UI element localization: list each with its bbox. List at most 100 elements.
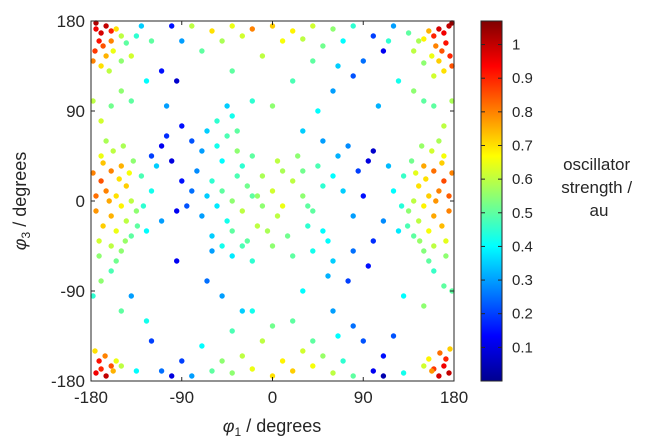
data-point — [370, 238, 376, 244]
data-point — [290, 253, 296, 259]
data-point — [431, 243, 437, 249]
data-point — [443, 356, 449, 362]
data-point — [209, 28, 215, 34]
data-point — [120, 143, 127, 149]
data-point — [174, 258, 180, 264]
data-point — [398, 203, 405, 209]
y-axis-ticks: -180 -90 0 90 180 — [51, 12, 454, 391]
data-point — [421, 60, 427, 66]
data-point — [279, 168, 286, 174]
data-point — [244, 183, 250, 189]
data-point — [395, 228, 402, 234]
data-point — [305, 203, 311, 209]
data-point — [179, 178, 185, 184]
colorbar-tick-label: 0.8 — [512, 104, 533, 121]
data-point — [269, 23, 276, 29]
data-point — [274, 213, 281, 219]
data-point — [103, 373, 109, 379]
data-point — [259, 338, 266, 344]
data-point — [174, 208, 180, 214]
colorbar-label: oscillator strength / au — [561, 155, 637, 220]
y-axis-label: φ3 / degrees — [10, 152, 33, 251]
data-point — [315, 108, 321, 114]
data-point — [335, 333, 341, 339]
data-point — [310, 363, 316, 369]
data-point — [375, 103, 382, 109]
data-point — [310, 248, 316, 254]
data-point — [224, 218, 230, 224]
data-point — [194, 168, 200, 174]
data-point — [153, 163, 160, 169]
data-point — [118, 33, 125, 39]
data-point — [421, 203, 427, 209]
data-point — [380, 373, 387, 379]
data-point — [436, 138, 442, 144]
data-point — [441, 68, 447, 74]
data-point — [447, 53, 453, 59]
data-point — [148, 188, 155, 194]
x-axis-label-subscript: 1 — [235, 425, 242, 439]
data-point — [113, 193, 119, 199]
data-point — [300, 288, 306, 294]
colorbar-label-line-2: strength / — [561, 178, 632, 197]
data-point — [421, 303, 427, 309]
colorbar-tick-label: 0.2 — [512, 306, 533, 323]
colorbar-tick-label: 0.7 — [512, 137, 533, 154]
data-point — [209, 233, 215, 239]
data-point — [365, 158, 371, 164]
data-point — [330, 258, 336, 264]
data-point — [400, 173, 407, 179]
data-point — [441, 123, 447, 129]
data-point — [249, 258, 255, 264]
data-point — [405, 30, 412, 36]
data-point — [98, 278, 104, 284]
data-point — [229, 198, 235, 204]
data-point — [355, 168, 361, 174]
data-point — [169, 23, 175, 29]
data-point — [148, 338, 155, 344]
data-point — [118, 58, 125, 64]
data-point — [421, 163, 427, 169]
data-point — [400, 293, 407, 299]
data-point — [158, 143, 165, 149]
data-point — [439, 223, 445, 229]
data-point — [128, 98, 134, 104]
data-point — [204, 193, 210, 199]
data-point — [279, 203, 286, 209]
data-point — [138, 173, 145, 179]
y-tick-label: 90 — [66, 102, 85, 121]
y-axis-label-text: / degrees — [10, 152, 30, 232]
data-point — [126, 170, 132, 176]
data-point — [189, 23, 195, 29]
data-point — [229, 370, 235, 376]
data-point — [431, 213, 437, 219]
data-point — [431, 103, 437, 109]
data-point — [110, 148, 116, 154]
data-point — [279, 38, 286, 44]
colorbar-tick-label: 0.5 — [512, 205, 533, 222]
data-point — [419, 143, 425, 149]
colorbar — [480, 20, 503, 382]
data-point — [133, 33, 140, 39]
data-point — [446, 208, 452, 214]
data-point — [340, 358, 346, 364]
data-point — [224, 133, 230, 139]
data-point — [380, 353, 387, 359]
data-point — [330, 173, 336, 179]
data-point — [179, 358, 185, 364]
colorbar-ticks: 0.1 0.2 0.3 0.4 0.5 0.6 0.7 0.8 0.9 1 — [481, 37, 533, 356]
data-point — [370, 33, 376, 39]
data-point — [429, 53, 435, 59]
data-point — [108, 103, 114, 109]
colorbar-tick-label: 0.3 — [512, 272, 533, 289]
data-point — [108, 268, 114, 274]
data-point — [330, 308, 336, 314]
data-point — [426, 356, 432, 362]
data-point — [436, 373, 442, 379]
data-point — [340, 188, 346, 194]
data-point — [199, 48, 205, 54]
x-tick-label: 90 — [354, 388, 373, 407]
data-point — [431, 168, 437, 174]
data-point — [426, 228, 432, 234]
data-point — [441, 178, 447, 184]
